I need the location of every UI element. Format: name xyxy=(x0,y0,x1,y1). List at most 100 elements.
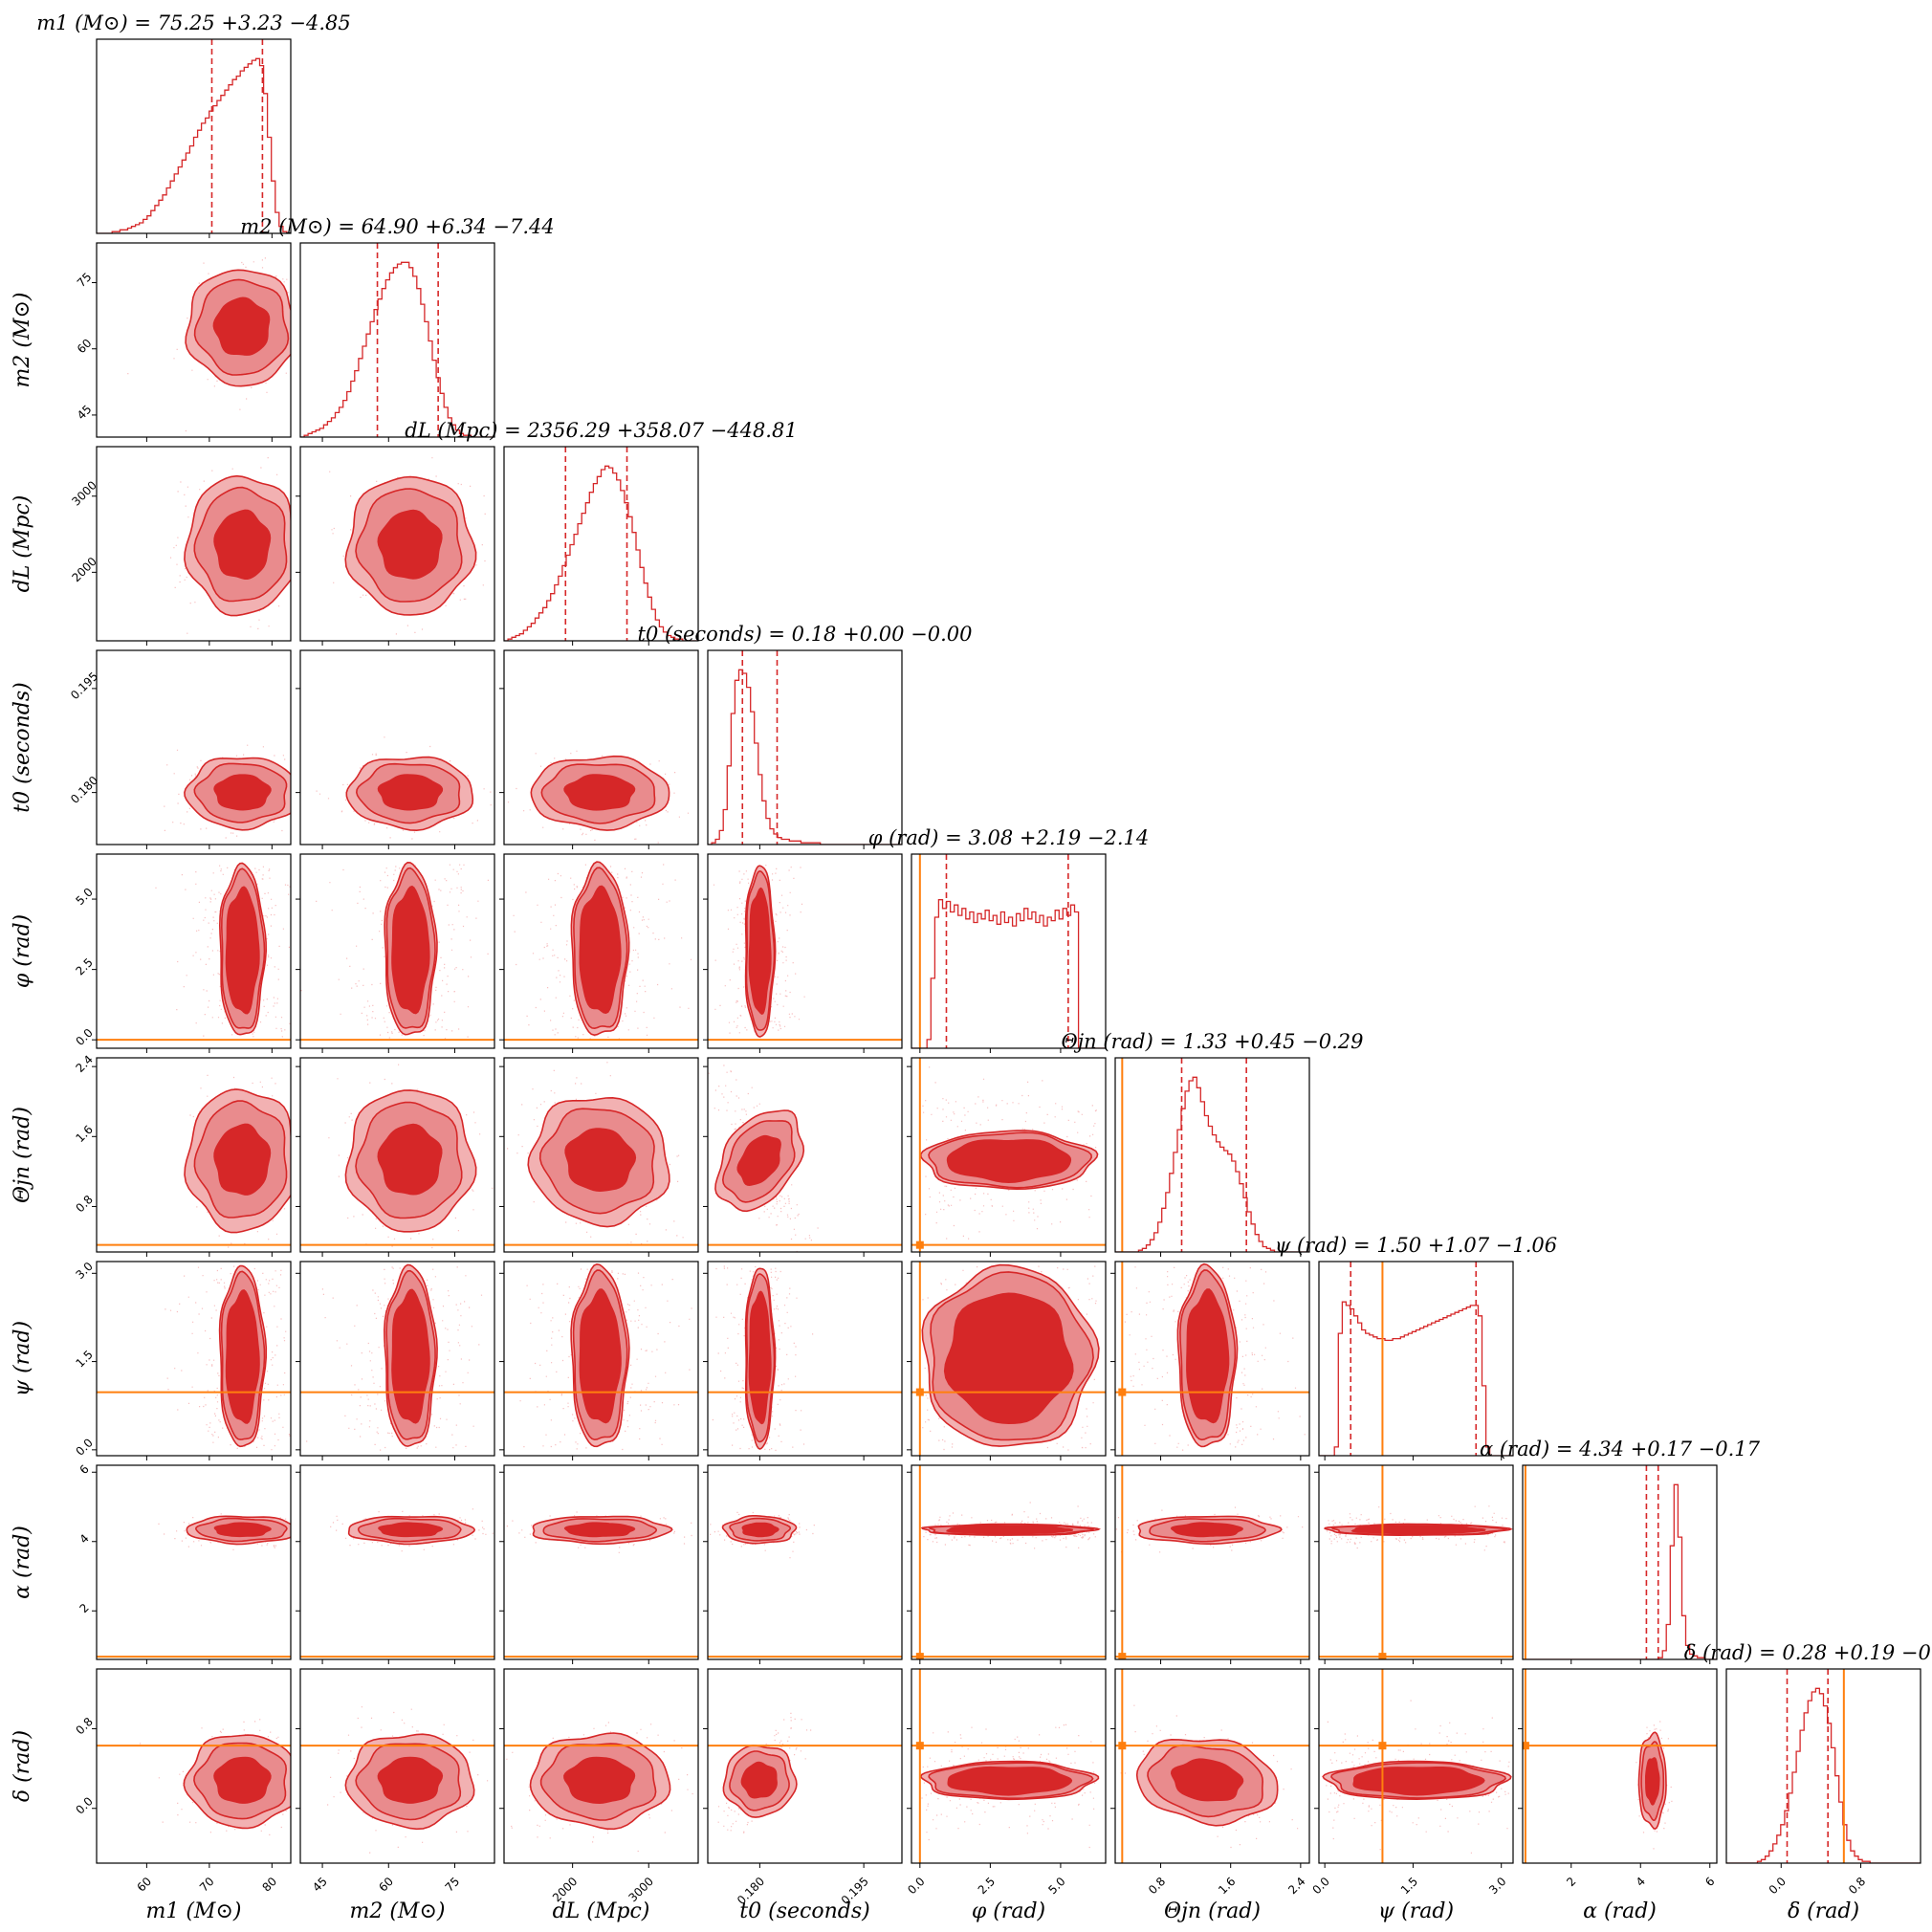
panel-content xyxy=(1726,1669,1921,1863)
panel-frame xyxy=(96,649,292,845)
y-tick-label: 0.0 xyxy=(73,1794,95,1816)
panel-content xyxy=(97,39,291,233)
scatter-panel-t0-psi xyxy=(703,1261,903,1460)
scatter-panel-m1-alpha: 2 4 6 xyxy=(77,1462,292,1664)
histogram-panel-m1: m1 (M⊙) = 75.25 +3.23 −4.85 xyxy=(36,11,351,238)
contour-inner xyxy=(943,1292,1074,1425)
x-tick-label: 60 xyxy=(376,1875,396,1895)
y-tick-label: 2 xyxy=(77,1601,92,1615)
panel-content xyxy=(300,1508,494,1658)
panel-frame xyxy=(707,1261,903,1457)
y-tick-label: 0.0 xyxy=(73,1026,95,1048)
scatter-panel-m1-theta_jn: 0.8 1.6 2.4 xyxy=(73,1053,292,1257)
injection-marker xyxy=(1118,1653,1127,1659)
y-axis-label-t0: t0 (seconds) xyxy=(11,682,34,812)
y-tick-label: 0.8 xyxy=(73,1193,95,1215)
scatter-panel-m1-phi: 0.0 2.5 5.0 xyxy=(73,853,292,1053)
histogram-panel-m2: m2 (M⊙) = 64.90 +6.34 −7.44 xyxy=(240,215,555,442)
x-axis-label-t0: t0 (seconds) xyxy=(739,1899,869,1923)
scatter-panel-phi-psi xyxy=(907,1261,1107,1460)
scatter-panel-m2-dL xyxy=(296,446,495,646)
histogram-step xyxy=(1319,1301,1513,1456)
scatter-panel-m2-theta_jn xyxy=(296,1057,495,1257)
contour-inner xyxy=(213,509,272,580)
x-tick-label: 70 xyxy=(197,1875,217,1895)
contour-inner xyxy=(579,1288,622,1424)
y-tick-label: 75 xyxy=(75,270,95,290)
scatter-panel-theta_jn-psi xyxy=(1110,1261,1310,1460)
panel-content xyxy=(911,1262,1106,1456)
panel-content xyxy=(911,1465,1106,1659)
x-tick-label: 75 xyxy=(443,1875,463,1895)
panel-content xyxy=(1115,1262,1309,1456)
panel-content xyxy=(1523,1465,1717,1659)
panel-frame xyxy=(96,38,292,234)
panel-content xyxy=(708,1712,902,1833)
contour-inner xyxy=(1350,1525,1486,1535)
y-axis-label-dL: dL (Mpc) xyxy=(11,495,34,593)
injection-marker xyxy=(915,1742,924,1750)
scatter-panel-m2-t0 xyxy=(296,649,495,849)
panel-frame xyxy=(299,242,495,438)
panel-content xyxy=(911,854,1106,1048)
panel-frame xyxy=(1522,1668,1718,1864)
contour-inner xyxy=(741,1522,779,1538)
panel-content xyxy=(97,1712,291,1835)
y-axis-label-theta_jn: Θjn (rad) xyxy=(11,1107,34,1203)
panel-frame xyxy=(1318,1464,1514,1660)
y-tick-label: 2.4 xyxy=(73,1053,95,1075)
panel-content xyxy=(708,865,902,1042)
panel-frame xyxy=(299,1261,495,1457)
scatter-panel-m1-m2: 45 60 75 xyxy=(75,242,292,442)
panel-frame xyxy=(299,649,495,845)
panel-frame xyxy=(1522,1464,1718,1660)
panel-frame xyxy=(1725,1668,1921,1864)
panel-frame xyxy=(911,1057,1107,1253)
contour-inner xyxy=(748,887,772,1016)
x-tick-label: 0.0 xyxy=(905,1875,927,1897)
panel-title: α (rad) = 4.34 +0.17 −0.17 xyxy=(1480,1438,1761,1460)
panel-content xyxy=(504,1722,698,1853)
panel-content xyxy=(97,1264,291,1451)
scatter-panel-dL-delta: 2000 3000 xyxy=(499,1668,699,1904)
histogram-step xyxy=(911,899,1106,1048)
scatter-panel-psi-alpha xyxy=(1314,1464,1514,1664)
injection-marker xyxy=(1378,1742,1387,1750)
panel-frame xyxy=(299,1464,495,1660)
contour-inner xyxy=(563,1522,636,1538)
panel-frame xyxy=(707,1464,903,1660)
panel-content xyxy=(708,1511,902,1658)
panel-frame xyxy=(707,853,903,1049)
panel-content xyxy=(300,1263,494,1451)
y-tick-label: 3000 xyxy=(69,478,99,508)
y-tick-label: 4 xyxy=(77,1531,92,1546)
panel-title: t0 (seconds) = 0.18 +0.00 −0.00 xyxy=(638,623,973,646)
contour-inner xyxy=(213,1522,272,1538)
x-tick-label: 4 xyxy=(1634,1875,1648,1889)
panel-frame xyxy=(1114,1668,1310,1864)
contour-inner xyxy=(212,296,271,356)
y-tick-label: 5.0 xyxy=(73,886,95,908)
y-axis-label-delta: δ (rad) xyxy=(11,1730,34,1802)
panel-frame xyxy=(299,446,495,642)
panel-content xyxy=(127,257,291,432)
histogram-panel-delta: δ (rad) = 0.28 +0.19 −0.22 0.0 0.8 xyxy=(1684,1641,1932,1897)
contour-inner xyxy=(1645,1757,1660,1806)
panel-content xyxy=(1115,1058,1309,1252)
panel-title: δ (rad) = 0.28 +0.19 −0.22 xyxy=(1684,1641,1932,1664)
y-axis-label-m2: m2 (M⊙) xyxy=(11,293,34,388)
panel-frame xyxy=(96,1057,292,1253)
scatter-panel-m2-phi xyxy=(296,853,495,1053)
y-tick-label: 0.8 xyxy=(73,1715,95,1737)
panel-frame xyxy=(503,853,699,1049)
panel-content xyxy=(1523,1669,1717,1863)
contour-inner xyxy=(563,1756,636,1805)
panel-content xyxy=(504,1511,698,1658)
histogram-step xyxy=(97,57,291,233)
contour-inner xyxy=(1186,1288,1230,1424)
panel-title: m2 (M⊙) = 64.90 +6.34 −7.44 xyxy=(240,215,555,238)
panel-content xyxy=(300,861,494,1042)
y-tick-label: 1.6 xyxy=(73,1123,95,1145)
panel-frame xyxy=(707,1668,903,1864)
